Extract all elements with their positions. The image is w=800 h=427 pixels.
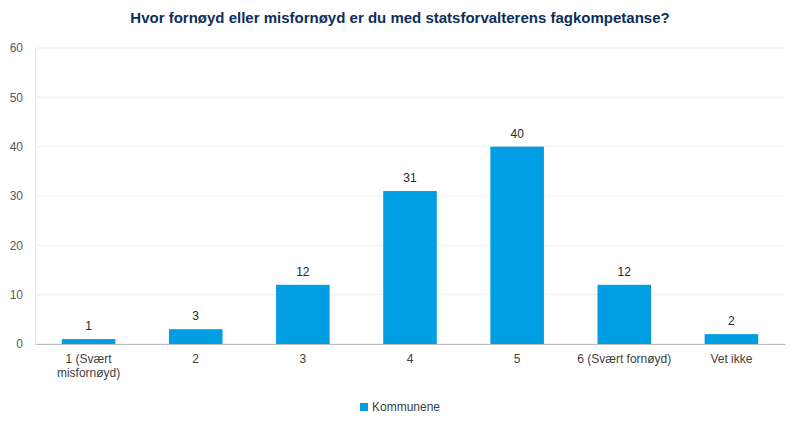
chart-container: Hvor fornøyd eller misfornøyd er du med … [0,0,800,427]
x-tick: 5 [514,344,521,366]
x-tick-label: 4 [407,352,414,366]
x-axis: 1 (Sværtmisfornøyd) 2 3 4 5 6 (Svært fornøyd)… [36,344,786,380]
x-tick: Vet ikke [710,344,752,366]
x-tick: 1 (Sværtmisfornøyd) [57,344,120,380]
bar [598,285,652,344]
bars [62,147,758,344]
y-tick: 40 [10,140,35,154]
bar [62,339,116,344]
bar [169,329,223,344]
y-tick: 60 [10,41,35,55]
y-tick-label: 0 [16,337,23,351]
data-label: 1 [85,319,92,333]
x-tick-label: 6 (Svært fornøyd) [577,352,671,366]
y-tick: 20 [10,239,35,253]
y-tick-label: 60 [10,41,24,55]
x-tick-label: 1 (Sværtmisfornøyd) [57,352,120,380]
data-label: 2 [728,314,735,328]
x-tick-label: Vet ikke [710,352,752,366]
x-tick-label: 5 [514,352,521,366]
bar [490,147,544,344]
grid-line [35,97,785,98]
grid [35,48,785,344]
y-tick: 30 [10,189,35,203]
y-tick-label: 40 [10,140,24,154]
legend-item: Kommunene [360,400,440,414]
x-tick: 3 [300,344,307,366]
data-label: 3 [192,309,199,323]
y-axis-line [35,49,36,345]
data-labels: 1 3 12 31 40 12 2 [85,127,735,333]
bar [705,334,759,344]
y-tick: 0 [16,337,35,351]
data-label: 12 [296,265,310,279]
data-label: 12 [618,265,632,279]
chart-svg: Hvor fornøyd eller misfornøyd er du med … [0,0,800,427]
y-tick-label: 10 [10,288,24,302]
x-tick: 2 [192,344,199,366]
legend: Kommunene [360,400,440,414]
chart-title: Hvor fornøyd eller misfornøyd er du med … [130,9,669,26]
y-tick-label: 30 [10,189,24,203]
data-label: 40 [510,127,524,141]
y-tick: 50 [10,91,35,105]
data-label: 31 [403,171,417,185]
x-tick-label: 3 [300,352,307,366]
grid-line [35,48,785,49]
y-tick-label: 20 [10,239,24,253]
grid-line [35,146,785,147]
legend-swatch [360,403,368,411]
x-tick-label: 2 [192,352,199,366]
bar [383,191,437,344]
x-tick: 6 (Svært fornøyd) [577,344,671,366]
bar [276,285,330,344]
legend-label: Kommunene [372,400,440,414]
plot-area: 0 10 20 30 40 50 60 1 (Sværtmisfornøyd) 2 3 4 5 6 (S… [10,41,786,380]
x-axis-line [36,344,786,345]
y-axis: 0 10 20 30 40 50 60 [10,41,36,351]
x-tick: 4 [407,344,414,366]
y-tick: 10 [10,288,35,302]
y-tick-label: 50 [10,91,24,105]
